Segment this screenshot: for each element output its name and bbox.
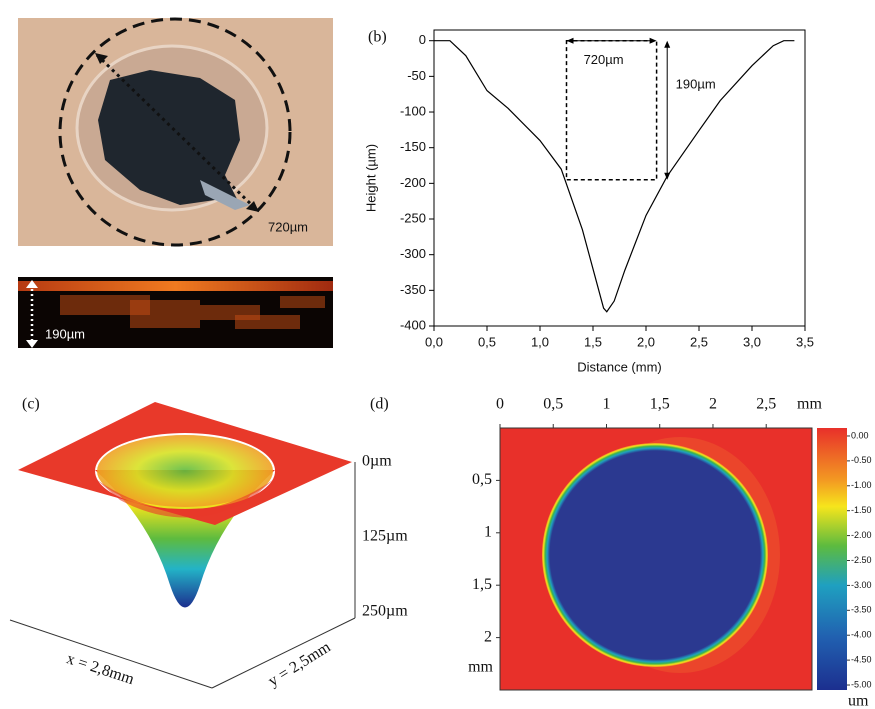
colorbar-label: -5.00: [851, 679, 872, 689]
colorbar-label: -2.50: [851, 555, 872, 565]
x-tick-label: 1,5: [584, 334, 602, 349]
crater: [98, 70, 240, 205]
plot-frame: [433, 29, 806, 327]
depth-tick-label: 125µm: [362, 528, 408, 545]
x-tick-label: 2,5: [690, 334, 708, 349]
colorbar-unit: um: [848, 693, 869, 709]
y-tick-label: -200: [400, 175, 426, 190]
y-axis-label: Height (µm): [363, 144, 378, 212]
arrow-head: [26, 280, 38, 348]
x-tick-label: 3,5: [796, 334, 814, 349]
x-tick-label: 0,5: [543, 396, 563, 413]
colorbar-label: -3.00: [851, 580, 872, 590]
y-tick-label: 1,5: [472, 576, 492, 593]
funnel-front: [97, 480, 273, 518]
panel-label: (c): [22, 396, 40, 413]
x-tick-label: 1,0: [531, 334, 549, 349]
y-tick-label: 0: [419, 32, 426, 47]
base-edge: [9, 619, 213, 689]
x-axis-label: Distance (mm): [577, 359, 662, 374]
depth-label: 190µm: [676, 76, 716, 91]
oct-signal: [280, 296, 325, 308]
y-unit: mm: [468, 659, 493, 676]
oct-signal: [130, 300, 200, 328]
x-tick-label: 0,5: [478, 334, 496, 349]
y-tick-label: 1: [484, 523, 492, 540]
diameter-arrow: [95, 53, 259, 212]
x-tick-label: 1: [602, 396, 610, 413]
crater-shine: [200, 180, 250, 210]
y-tick-label: -300: [400, 246, 426, 261]
depth-tick-label: 0µm: [362, 453, 392, 470]
x-size-label: x = 2,8mm: [64, 650, 136, 688]
y-tick-label: -50: [407, 68, 426, 83]
colorbar-label: -4.50: [851, 654, 872, 664]
oct-surface: [18, 281, 333, 291]
colorbar-label: -3.50: [851, 605, 872, 615]
oct-signal: [60, 295, 150, 315]
funnel-opening: [97, 435, 273, 507]
width-label: 720µm: [584, 52, 624, 67]
x-tick-label: 2,5: [756, 396, 776, 413]
x-tick-label: 3,0: [743, 334, 761, 349]
y-tick-label: -250: [400, 210, 426, 225]
panel-label: (d): [370, 396, 389, 413]
colorbar-label: -1.50: [851, 505, 872, 515]
y-tick-label: -100: [400, 103, 426, 118]
y-size-label: y = 2,5mm: [265, 638, 334, 690]
depth-label: 190µm: [45, 326, 85, 341]
oct-signal: [235, 315, 300, 329]
x-tick-label: 1,5: [650, 396, 670, 413]
diameter-circle: [58, 17, 292, 247]
x-tick-label: 2: [709, 396, 717, 413]
colorbar-label: -1.00: [851, 480, 872, 490]
x-unit: mm: [797, 396, 822, 413]
x-tick-label: 2,0: [637, 334, 655, 349]
colorbar-label: -4.00: [851, 630, 872, 640]
y-tick-label: 2: [484, 628, 492, 645]
base-edge: [211, 617, 356, 689]
crater-well: [542, 443, 768, 667]
x-tick-label: 0,0: [425, 334, 443, 349]
depth-tick-label: 250µm: [362, 603, 408, 620]
y-tick-label: -150: [400, 139, 426, 154]
surface-plane: [18, 402, 352, 525]
colorbar-label: -2.00: [851, 530, 872, 540]
colorbar: [817, 428, 847, 690]
colorbar-label: 0.00: [851, 430, 869, 440]
y-tick-label: 0,5: [472, 471, 492, 488]
panel-label: (b): [368, 29, 387, 46]
colorbar-label: -0.50: [851, 455, 872, 465]
y-tick-label: -400: [400, 317, 426, 332]
profile-line: [434, 40, 795, 313]
y-tick-label: -350: [400, 282, 426, 297]
x-tick-label: 0: [496, 396, 504, 413]
diameter-label: 720µm: [268, 219, 308, 234]
